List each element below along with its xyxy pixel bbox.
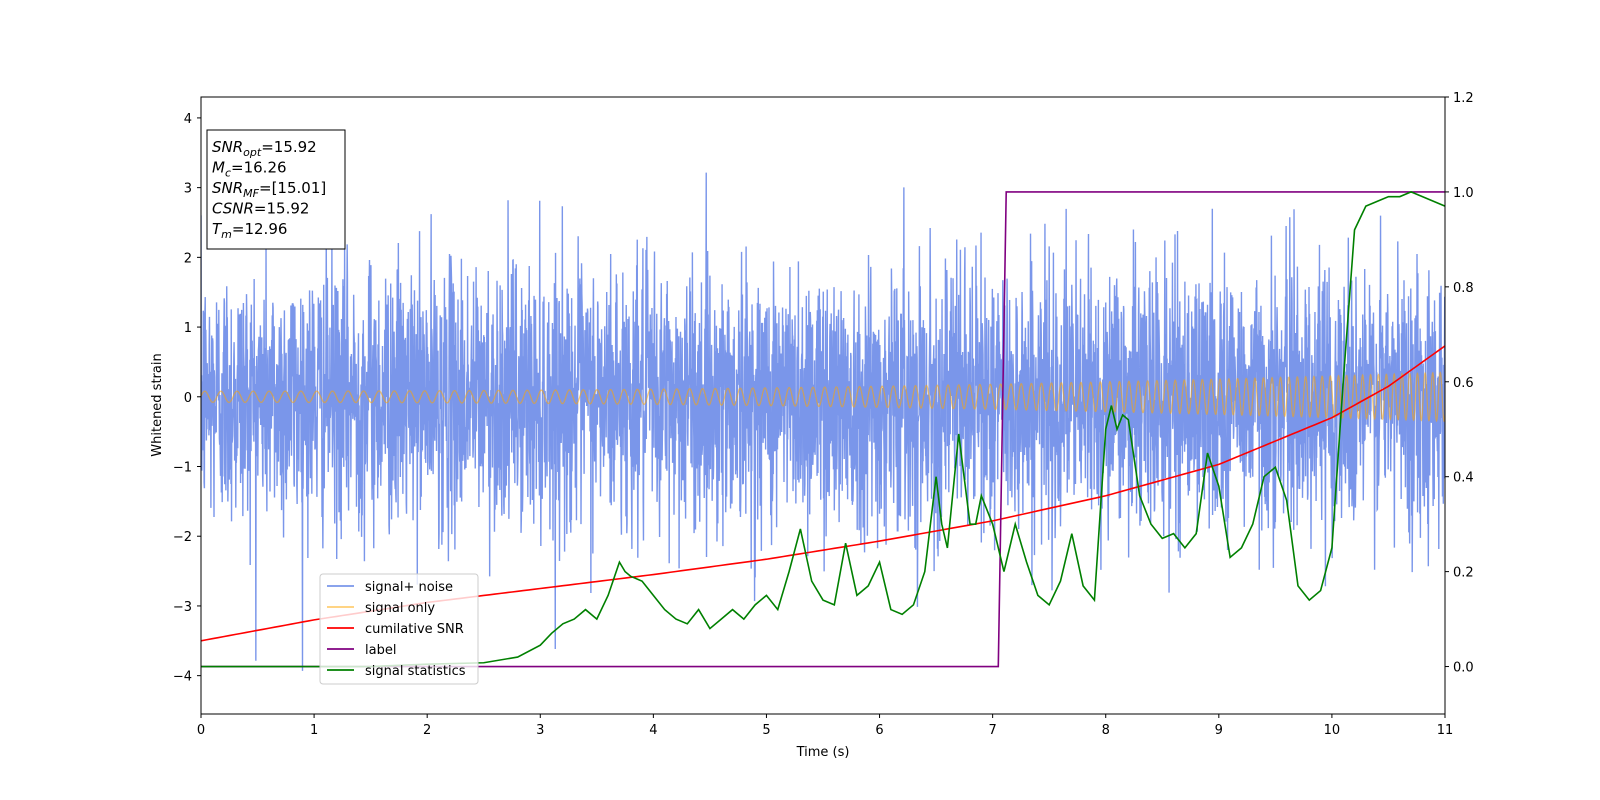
y-axis-left: 4 3 2 1 0 −1 −2 −3 −4 [173,112,201,685]
y2-tick-label: 0.0 [1453,661,1474,676]
legend-label: signal statistics [365,664,466,679]
info-box-frame [206,129,346,250]
x-tick-label: 1 [310,723,318,738]
x-tick-label: 0 [197,723,205,738]
y2-tick-label: 0.6 [1453,376,1474,391]
legend-label: label [365,643,396,658]
y-axis-right: 1.2 1.0 0.8 0.6 0.4 0.2 0.0 [1445,91,1474,676]
info-box-line: SNRopt=15.92 [212,138,317,159]
y2-tick-label: 1.2 [1453,91,1474,106]
y2-tick-label: 0.8 [1453,281,1474,296]
x-tick-label: 5 [762,723,770,738]
x-tick-label: 2 [423,723,431,738]
y-tick-label: −1 [173,461,192,476]
y-axis-label: Whitened strain [150,353,165,456]
series-signal-statistics-line [201,191,1445,668]
legend: signal+ noise signal only cumilative SNR la… [319,573,479,685]
x-tick-label: 3 [536,723,544,738]
x-tick-label: 11 [1437,723,1454,738]
y-tick-label: −3 [173,600,192,615]
y-tick-label: 4 [184,112,192,127]
info-box-line: CSNR=15.92 [212,200,309,218]
y-tick-label: −2 [173,530,192,545]
x-axis: 0 1 2 3 4 5 6 7 8 9 10 11 [197,714,1453,738]
info-box-line: SNRMF=[15.01] [212,179,326,200]
y2-tick-label: 0.2 [1453,566,1474,581]
legend-label: signal only [365,601,435,616]
x-tick-label: 7 [988,723,996,738]
info-box-line: Mc=16.26 [212,159,287,180]
x-tick-label: 8 [1102,723,1110,738]
y-tick-label: 1 [184,321,192,336]
legend-label: cumilative SNR [365,622,464,637]
y-tick-label: 2 [184,251,192,266]
series-label-line [201,191,1445,668]
y-tick-label: 0 [184,391,192,406]
x-tick-label: 4 [649,723,657,738]
series-signal-only-line [201,371,1445,423]
legend-label: signal+ noise [365,580,453,595]
series-signal-plus-noise-line [201,172,1445,671]
plot-frame [200,96,1446,715]
x-axis-label: Time (s) [796,745,850,760]
y-tick-label: −4 [173,670,192,685]
y-tick-label: 3 [184,182,192,197]
x-tick-label: 6 [875,723,883,738]
y2-tick-label: 1.0 [1453,186,1474,201]
x-tick-label: 10 [1324,723,1341,738]
x-tick-label: 9 [1215,723,1223,738]
info-box-line: Tm=12.96 [212,220,287,241]
info-box: SNRopt=15.92Mc=16.26SNRMF=[15.01]CSNR=15… [206,129,346,250]
legend-frame [319,573,479,685]
y2-tick-label: 0.4 [1453,471,1474,486]
